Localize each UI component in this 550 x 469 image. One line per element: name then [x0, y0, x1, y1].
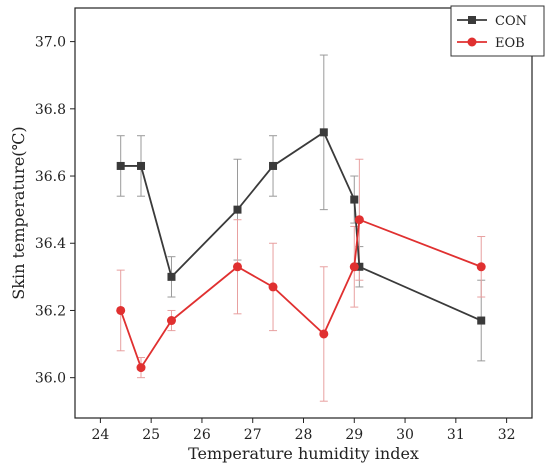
x-tick-label: 26: [193, 427, 211, 443]
data-point-eob: [166, 316, 176, 326]
data-point-eob: [319, 329, 329, 339]
legend-label: EOB: [495, 36, 525, 51]
data-point-con: [116, 161, 125, 170]
y-tick-label: 36.6: [35, 169, 66, 185]
axes: 24 25 26 27 28 29 30 31 32 36.0 36.2 36.4 36.6 36.8 37…: [35, 7, 533, 443]
series-line-eob: [119, 218, 482, 370]
legend-label: CON: [495, 14, 527, 29]
data-point-eob: [354, 215, 364, 225]
data-point-con: [319, 128, 328, 137]
data-point-con: [137, 161, 146, 170]
y-tick-label: 36.0: [35, 371, 66, 387]
series-line-con: [120, 131, 482, 322]
legend: CON EOB: [450, 5, 545, 57]
legend-box: [450, 5, 545, 57]
data-point-eob: [268, 282, 278, 292]
data-point-con: [233, 205, 242, 214]
data-point-con: [269, 161, 278, 170]
data-point-con: [167, 272, 176, 281]
x-tick-label: 29: [345, 427, 363, 443]
data-point-eob: [476, 262, 486, 272]
data-point-eob: [349, 262, 359, 272]
series-lines: [119, 131, 482, 370]
x-tick-label: 32: [498, 427, 516, 443]
x-axis-title: Temperature humidity index: [188, 444, 419, 463]
data-point-con: [355, 262, 364, 271]
y-tick-label: 36.4: [35, 236, 66, 252]
error-bars: [116, 54, 486, 402]
legend-marker: [467, 37, 477, 47]
series-markers: [116, 128, 486, 373]
data-point-eob: [116, 305, 126, 315]
y-tick-label: 37.0: [35, 35, 66, 51]
y-tick-label: 36.2: [35, 303, 66, 319]
data-point-eob: [232, 262, 242, 272]
x-tick-label: 30: [396, 427, 414, 443]
x-tick-label: 31: [447, 427, 465, 443]
x-tick-label: 27: [244, 427, 262, 443]
y-axis-title: Skin temperature(℃): [9, 126, 28, 299]
x-tick-label: 25: [142, 427, 160, 443]
x-tick-label: 24: [91, 427, 109, 443]
data-point-con: [350, 195, 359, 204]
data-point-eob: [136, 363, 146, 373]
y-tick-label: 36.8: [35, 102, 66, 118]
legend-marker: [468, 16, 476, 24]
data-point-con: [477, 316, 486, 325]
plot-frame: [74, 7, 533, 419]
x-tick-label: 28: [295, 427, 313, 443]
